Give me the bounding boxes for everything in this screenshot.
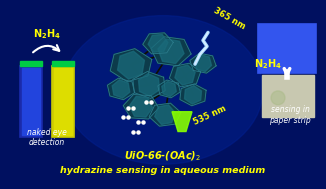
Polygon shape — [158, 39, 184, 64]
Polygon shape — [158, 80, 180, 98]
Bar — [54, 68, 72, 136]
Bar — [20, 61, 42, 66]
Polygon shape — [185, 86, 201, 104]
Text: 365 nm: 365 nm — [212, 6, 247, 32]
Polygon shape — [155, 105, 175, 124]
Polygon shape — [172, 112, 192, 132]
Polygon shape — [190, 53, 216, 73]
Text: $\mathbf{N_2H_4}$: $\mathbf{N_2H_4}$ — [33, 27, 61, 41]
Polygon shape — [110, 49, 152, 82]
Polygon shape — [129, 96, 153, 117]
Bar — [262, 75, 314, 117]
Bar — [258, 24, 316, 73]
Polygon shape — [180, 84, 206, 106]
Polygon shape — [149, 103, 181, 126]
Polygon shape — [151, 37, 191, 66]
Polygon shape — [139, 74, 159, 96]
Text: hydrazine sensing in aqueous medium: hydrazine sensing in aqueous medium — [60, 166, 266, 175]
Polygon shape — [123, 94, 159, 119]
Bar — [52, 61, 74, 66]
Polygon shape — [133, 71, 165, 98]
Bar — [52, 66, 74, 137]
Polygon shape — [148, 34, 168, 52]
Bar — [22, 68, 40, 136]
Polygon shape — [195, 55, 212, 72]
Text: UiO-66-(OAc)$_2$: UiO-66-(OAc)$_2$ — [125, 149, 201, 163]
Polygon shape — [162, 81, 176, 96]
Text: sensing in
paper strip: sensing in paper strip — [269, 105, 311, 125]
Polygon shape — [118, 51, 144, 79]
Text: $\mathbf{N_2H_4}$: $\mathbf{N_2H_4}$ — [254, 57, 282, 71]
Polygon shape — [108, 78, 135, 100]
Polygon shape — [143, 33, 173, 54]
Polygon shape — [112, 80, 130, 98]
Polygon shape — [175, 65, 195, 85]
Ellipse shape — [63, 16, 263, 164]
Polygon shape — [170, 63, 200, 87]
Bar — [20, 66, 42, 137]
Text: naked eye
detection: naked eye detection — [27, 128, 67, 147]
Text: 535 nm: 535 nm — [192, 104, 228, 127]
Circle shape — [271, 91, 285, 105]
